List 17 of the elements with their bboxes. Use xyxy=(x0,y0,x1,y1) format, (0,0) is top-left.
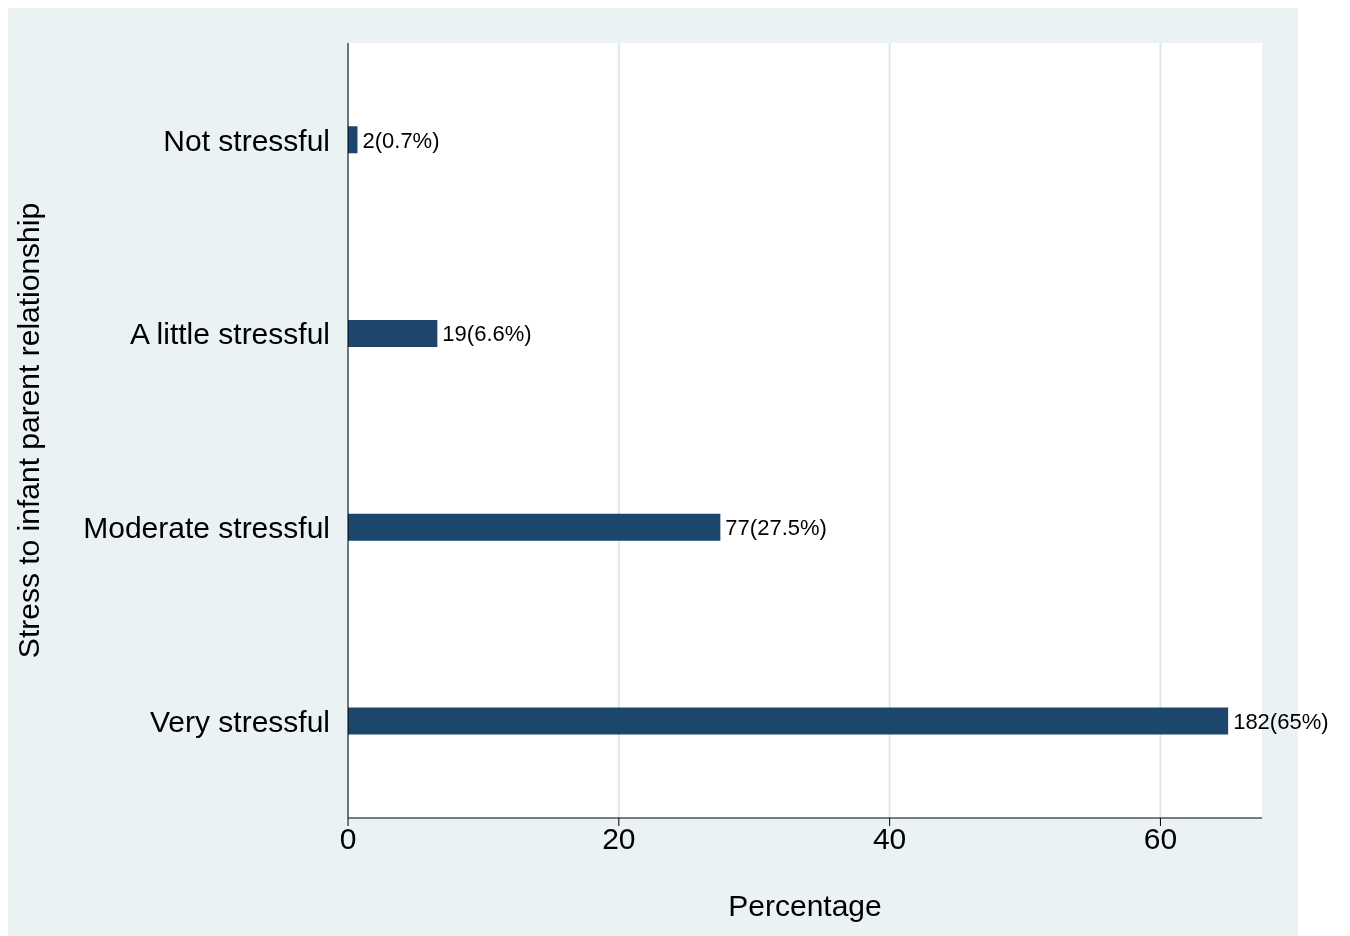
x-axis-title: Percentage xyxy=(728,889,882,922)
data-label: 182(65%) xyxy=(1233,708,1329,734)
x-tick-label: 60 xyxy=(1143,822,1178,856)
x-tick-label: 40 xyxy=(872,822,907,856)
y-tick-label: Not stressful xyxy=(163,123,330,157)
y-tick-label: Moderate stressful xyxy=(83,511,330,545)
x-tick-label: 0 xyxy=(339,822,357,856)
data-label: 2(0.7%) xyxy=(362,127,440,153)
bar xyxy=(348,707,1229,735)
x-tick-label: 20 xyxy=(602,822,636,856)
bar xyxy=(348,513,721,541)
y-axis-title: Stress to infant parent relationship xyxy=(11,202,45,659)
y-tick-label: A little stressful xyxy=(129,317,330,351)
data-label: 19(6.6%) xyxy=(442,321,532,347)
y-tick-label: Very stressful xyxy=(149,704,330,738)
data-label: 77(27.5%) xyxy=(725,515,827,541)
bar xyxy=(348,320,438,348)
